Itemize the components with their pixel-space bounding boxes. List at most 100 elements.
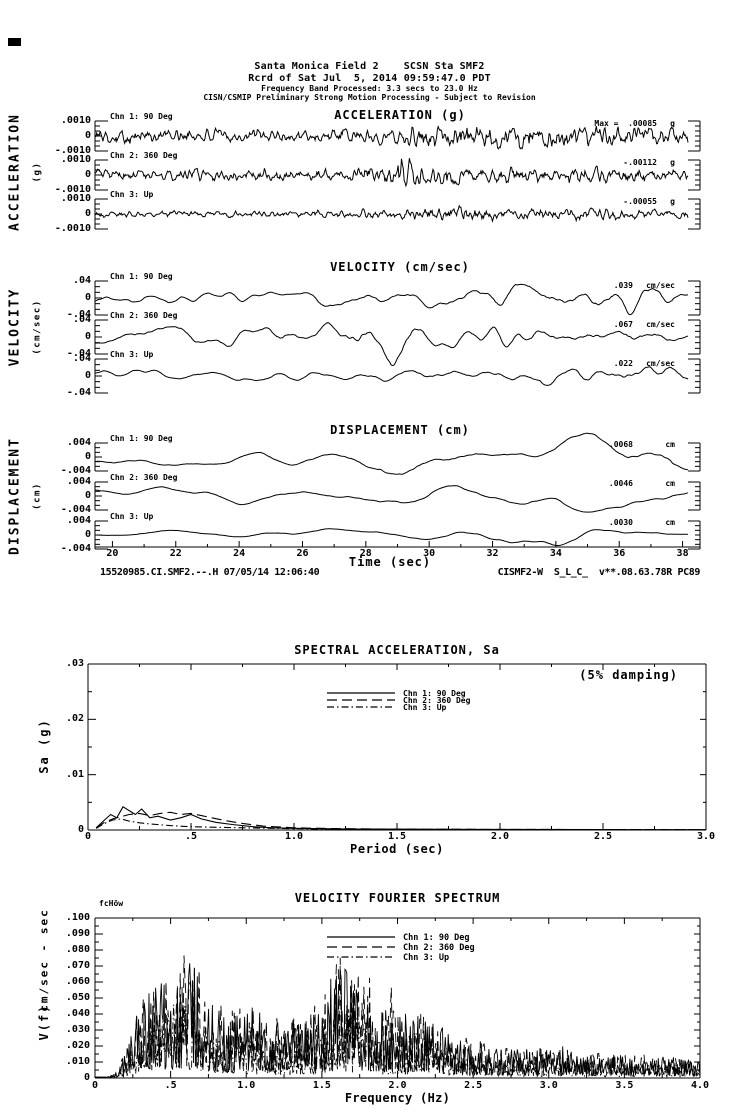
x-tick-label: 26 [296, 548, 309, 559]
x-tick-label: 0 [91, 1080, 99, 1091]
y-tick-label: .060 [65, 976, 90, 987]
max-value-label: -.00055 [623, 197, 657, 206]
y-tick-label: 0 [84, 130, 91, 141]
max-value-unit: g [670, 119, 675, 128]
y-tick-label: 0 [84, 490, 91, 501]
x-tick-label: 3.0 [696, 831, 716, 842]
waveform-trace [94, 432, 689, 475]
max-value-label: .0046 [608, 479, 633, 488]
legend-label: Chn 2: 360 Deg [403, 942, 475, 953]
x-tick-label: 28 [359, 548, 372, 559]
x-tick-label: 22 [169, 548, 182, 559]
channel-label: Chn 2: 360 Deg [110, 151, 178, 160]
y-tick-label: .050 [65, 992, 90, 1003]
processing-note: CISN/CSMIP Preliminary Strong Motion Pro… [203, 93, 536, 102]
displacement-title: DISPLACEMENT (cm) [330, 423, 470, 437]
max-value-unit: g [670, 197, 675, 206]
waveform-trace [94, 283, 689, 316]
x-tick-label: 3.5 [615, 1080, 634, 1091]
y-tick-label: -.04 [66, 387, 91, 398]
max-value-unit: cm [665, 440, 675, 449]
waveform-trace [94, 322, 689, 367]
y-tick-label: .004 [66, 437, 91, 448]
y-tick-label: -.004 [60, 504, 91, 515]
max-value-unit: cm [665, 518, 675, 527]
y-tick-label: -.004 [60, 465, 91, 476]
y-tick-label: 0 [84, 370, 91, 381]
corner-mark [8, 38, 21, 46]
waveform-trace [95, 528, 689, 546]
sa-curve [95, 818, 707, 831]
legend-label: Chn 3: Up [403, 703, 447, 712]
max-value-label: -.00112 [623, 158, 657, 167]
x-tick-label: 34 [549, 548, 562, 559]
y-tick-label: .070 [65, 960, 90, 971]
x-tick-label: 2.5 [593, 831, 613, 842]
y-tick-label: .04 [72, 275, 91, 286]
y-tick-label: .0010 [60, 115, 91, 126]
waveform-trace [94, 158, 689, 188]
x-tick-label: 20 [106, 548, 119, 559]
channel-label: Chn 1: 90 Deg [110, 272, 173, 281]
y-tick-label: .01 [65, 768, 84, 780]
sa-x-axis-label: Period (sec) [350, 842, 444, 856]
y-tick-label: -.0010 [54, 145, 91, 156]
y-tick-label: .04 [72, 314, 91, 325]
velocity-title: VELOCITY (cm/sec) [330, 260, 470, 274]
x-tick-label: 1.5 [387, 831, 407, 842]
y-tick-label: 0 [84, 331, 91, 342]
sa-title: SPECTRAL ACCELERATION, Sa [294, 643, 500, 657]
x-tick-label: 2.5 [464, 1080, 483, 1091]
legend-label: Chn 3: Up [403, 952, 450, 963]
channel-label: Chn 3: Up [110, 190, 154, 199]
y-tick-label: .040 [65, 1008, 90, 1019]
fourier-curve [94, 955, 701, 1079]
x-tick-label: 36 [613, 548, 626, 559]
y-tick-label: .0010 [60, 193, 91, 204]
x-tick-label: 38 [676, 548, 689, 559]
y-tick-label: .04 [72, 353, 91, 364]
x-tick-label: 1.0 [237, 1080, 256, 1091]
y-tick-label: 0 [84, 169, 91, 180]
max-value-unit: cm/sec [646, 281, 675, 290]
y-tick-label: .0010 [60, 154, 91, 165]
x-tick-label: 30 [423, 548, 436, 559]
max-value-label: .067 [613, 320, 633, 329]
legend-label: Chn 1: 90 Deg [403, 932, 470, 943]
legend-label: Chn 2: 360 Deg [403, 696, 471, 705]
x-tick-label: 24 [233, 548, 246, 559]
max-value-label: .0030 [608, 518, 633, 527]
x-tick-label: 2.0 [388, 1080, 407, 1091]
x-tick-label: 0 [84, 831, 92, 842]
channel-label: Chn 1: 90 Deg [110, 112, 173, 121]
channel-label: Chn 1: 90 Deg [110, 434, 173, 443]
y-tick-label: .03 [65, 658, 84, 669]
y-tick-label: -.0010 [54, 184, 91, 195]
y-tick-label: .004 [66, 515, 91, 526]
channel-label: Chn 3: Up [110, 350, 154, 359]
y-tick-label: 0 [83, 1072, 90, 1083]
x-tick-label: 2.0 [490, 831, 510, 842]
max-value-label: .039 [613, 281, 633, 290]
y-tick-label: .100 [65, 912, 90, 923]
y-tick-label: 0 [84, 292, 91, 303]
max-value-label: Max = .00085 [594, 119, 657, 128]
legend-label: Chn 1: 90 Deg [403, 689, 466, 698]
x-tick-label: 32 [486, 548, 499, 559]
fourier-title: VELOCITY FOURIER SPECTRUM [294, 891, 501, 905]
filter-corner-label: fcHöw [99, 899, 124, 908]
x-tick-label: 4.0 [690, 1080, 710, 1091]
channel-label: Chn 2: 360 Deg [110, 473, 178, 482]
channel-label: Chn 2: 360 Deg [110, 311, 178, 320]
y-tick-label: -.04 [66, 309, 91, 320]
time-axis-label: Time (sec) [348, 555, 432, 569]
fourier-curve [94, 1004, 701, 1079]
y-tick-label: 0 [84, 451, 91, 462]
waveform-trace [94, 204, 689, 224]
frequency-band-note: Frequency Band Processed: 3.3 secs to 23… [261, 84, 478, 93]
y-tick-label: -.0010 [54, 223, 91, 234]
y-tick-label: 0 [84, 529, 91, 540]
damping-annotation: (5% damping) [579, 668, 678, 682]
